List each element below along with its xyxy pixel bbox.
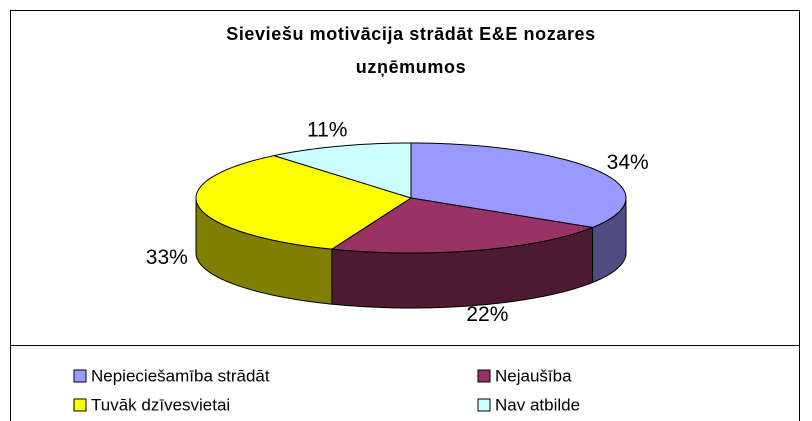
legend-label: Nepieciešamība strādāt <box>91 366 270 385</box>
legend-label: Tuvāk dzīvesvietai <box>91 395 230 414</box>
data-label: 33% <box>146 246 188 269</box>
legend-swatch <box>477 398 491 412</box>
legend-swatch <box>477 369 491 383</box>
pie-slice <box>195 155 413 250</box>
data-label: 11% <box>307 118 347 141</box>
chart-title: Sieviešu motivācija strādāt E&E nozares … <box>226 24 596 77</box>
legend-label: Nav atbilde <box>495 395 580 414</box>
legend-swatch <box>73 398 87 412</box>
legend-box <box>10 345 800 421</box>
title-box: Sieviešu motivācija strādāt E&E nozares … <box>226 24 596 77</box>
legend-label: Nejaušība <box>495 366 572 385</box>
data-label: 22% <box>466 303 508 326</box>
pie <box>195 142 627 309</box>
pie-slice <box>330 197 595 254</box>
legend-swatch <box>73 369 87 383</box>
pie-slice <box>273 142 412 199</box>
data-label: 34% <box>607 151 649 174</box>
